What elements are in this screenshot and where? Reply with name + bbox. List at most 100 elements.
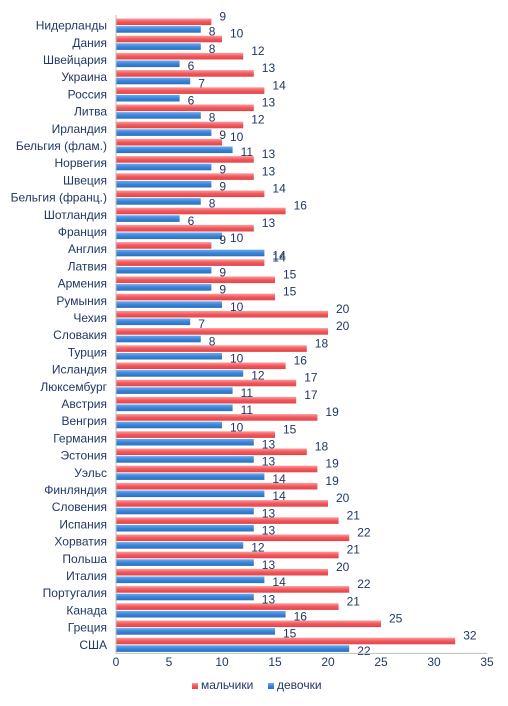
bar-girls-7 <box>116 146 233 154</box>
value-label-girls-16: 10 <box>230 300 244 314</box>
bar-boys-11 <box>116 207 286 215</box>
value-label-boys-35: 25 <box>389 612 403 626</box>
value-label-boys-29: 21 <box>347 508 361 522</box>
category-label-13: Англия <box>68 242 107 256</box>
bar-girls-29 <box>116 524 254 532</box>
category-label-10: Бельгия (франц.) <box>11 191 107 205</box>
value-label-girls-20: 12 <box>251 369 265 383</box>
bar-boys-18 <box>116 328 328 335</box>
value-label-girls-32: 14 <box>272 575 286 589</box>
bar-boys-32 <box>116 568 328 576</box>
bar-girls-34 <box>116 610 286 618</box>
bar-boys-16 <box>116 293 275 301</box>
bar-girls-5 <box>116 112 201 119</box>
value-label-boys-28: 20 <box>336 491 350 505</box>
bar-girls-35 <box>116 628 275 635</box>
x-tick-label-0: 0 <box>113 655 120 669</box>
bar-girls-24 <box>116 438 254 446</box>
value-label-girls-12: 10 <box>230 231 244 245</box>
bar-boys-15 <box>116 276 275 284</box>
bar-girls-36 <box>116 645 350 652</box>
bar-girls-2 <box>116 60 180 68</box>
bar-girls-8 <box>116 163 212 171</box>
value-label-girls-15: 9 <box>219 283 226 297</box>
x-tick-label-6: 30 <box>427 655 441 669</box>
x-tick-label-3: 15 <box>268 655 282 669</box>
value-label-boys-25: 18 <box>315 440 329 454</box>
value-label-boys-9: 13 <box>262 164 276 178</box>
bar-girls-12 <box>116 232 222 240</box>
bar-girls-14 <box>116 266 212 274</box>
value-label-girls-21: 11 <box>241 386 254 400</box>
value-label-girls-18: 8 <box>209 334 216 348</box>
category-label-26: Уэльс <box>74 466 107 480</box>
value-label-girls-2: 6 <box>188 59 195 73</box>
value-label-boys-11: 16 <box>294 199 308 213</box>
bar-girls-22 <box>116 404 233 412</box>
category-label-9: Швеция <box>63 173 107 187</box>
value-label-boys-23: 19 <box>325 405 339 419</box>
bar-girls-27 <box>116 490 265 498</box>
bar-girls-0 <box>116 26 201 33</box>
value-label-girls-19: 10 <box>230 352 244 366</box>
bar-boys-26 <box>116 465 318 473</box>
value-label-boys-13: 9 <box>219 233 226 247</box>
bar-girls-9 <box>116 180 212 188</box>
category-label-20: Исландия <box>52 363 107 377</box>
category-label-22: Австрия <box>61 397 107 411</box>
category-label-7: Бельгия (флам.) <box>16 139 107 153</box>
bar-girls-6 <box>116 129 212 136</box>
bar-boys-2 <box>116 52 244 60</box>
category-label-33: Португалия <box>43 586 107 600</box>
category-label-8: Норвегия <box>54 156 107 170</box>
bar-boys-23 <box>116 414 318 421</box>
value-label-girls-24: 13 <box>262 438 276 452</box>
category-label-6: Ирландия <box>52 122 107 136</box>
bar-boys-13 <box>116 242 212 249</box>
value-label-girls-1: 8 <box>209 42 216 56</box>
value-label-boys-16: 15 <box>283 285 297 299</box>
category-label-32: Италия <box>66 569 107 583</box>
bar-girls-30 <box>116 542 244 549</box>
bar-girls-11 <box>116 215 180 222</box>
value-label-girls-30: 12 <box>251 541 265 555</box>
value-label-girls-5: 8 <box>209 111 216 125</box>
category-labels: Нидерланды Дания Швейцария Украина Россия Лит… <box>11 19 108 652</box>
value-label-boys-21: 17 <box>304 371 318 385</box>
value-label-boys-2: 12 <box>251 44 265 58</box>
bar-boys-9 <box>116 173 254 180</box>
value-label-girls-9: 9 <box>219 180 226 194</box>
x-tick-label-5: 25 <box>374 655 388 669</box>
bar-boys-19 <box>116 345 307 352</box>
bar-girls-4 <box>116 94 180 102</box>
legend-label-0: мальчики <box>201 678 253 692</box>
category-label-11: Шотландия <box>44 208 107 222</box>
bar-boys-25 <box>116 448 307 456</box>
category-label-17: Чехия <box>73 311 107 325</box>
bar-girls-31 <box>116 559 254 566</box>
bar-boys-5 <box>116 104 254 112</box>
value-label-girls-36: 22 <box>357 644 371 658</box>
value-label-boys-30: 22 <box>357 526 371 540</box>
value-label-boys-3: 13 <box>262 61 276 75</box>
bar-girls-1 <box>116 43 201 50</box>
category-label-14: Латвия <box>68 259 107 273</box>
value-label-boys-31: 21 <box>347 543 361 557</box>
bar-girls-15 <box>116 284 212 291</box>
bar-girls-25 <box>116 456 254 463</box>
bar-boys-30 <box>116 534 350 542</box>
value-label-girls-33: 13 <box>262 592 276 606</box>
category-label-28: Словения <box>52 500 107 514</box>
bar-boys-21 <box>116 379 297 387</box>
bar-boys-24 <box>116 431 275 438</box>
bar-boys-12 <box>116 224 254 232</box>
value-label-girls-25: 13 <box>262 455 276 469</box>
value-label-boys-17: 20 <box>336 302 350 316</box>
bar-boys-3 <box>116 70 254 77</box>
value-label-girls-23: 10 <box>230 420 244 434</box>
value-label-girls-14: 9 <box>219 266 226 280</box>
category-label-21: Люксембург <box>40 380 107 394</box>
bar-boys-20 <box>116 362 286 370</box>
value-label-boys-19: 18 <box>315 336 329 350</box>
